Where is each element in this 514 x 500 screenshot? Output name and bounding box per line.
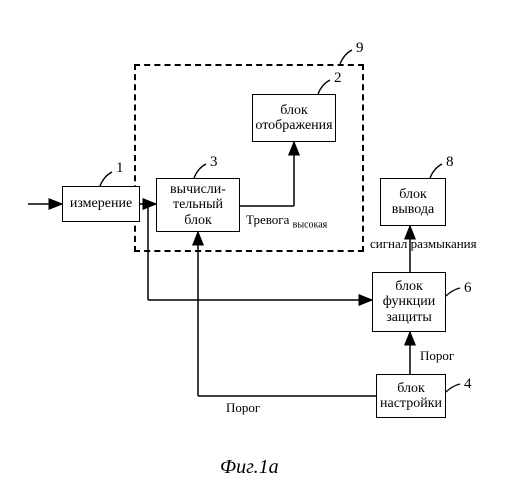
ref-4: 4 bbox=[464, 376, 472, 393]
box-label: блоквывода bbox=[392, 187, 434, 218]
diagram-canvas: измерение вычисли-тельныйблок блокотобра… bbox=[0, 0, 514, 500]
ref-2: 2 bbox=[334, 70, 342, 87]
box-measurement: измерение bbox=[62, 186, 140, 222]
ref-1: 1 bbox=[116, 160, 124, 177]
ref-8: 8 bbox=[446, 154, 454, 171]
ref-3: 3 bbox=[210, 154, 218, 171]
box-label: блокотображения bbox=[255, 103, 332, 134]
figure-caption: Фиг.1a bbox=[220, 456, 279, 479]
label-alarm: Тревога высокая bbox=[246, 212, 327, 231]
box-label: измерение bbox=[70, 196, 132, 211]
label-threshold-1: Порог bbox=[420, 348, 454, 364]
box-settings: блокнастройки bbox=[376, 374, 446, 418]
label-open-signal: сигнал размыкания bbox=[370, 236, 477, 252]
box-display: блокотображения bbox=[252, 94, 336, 142]
box-label: блокнастройки bbox=[380, 381, 442, 412]
ref-6: 6 bbox=[464, 280, 472, 297]
box-output: блоквывода bbox=[380, 178, 446, 226]
box-label: вычисли-тельныйблок bbox=[170, 182, 226, 228]
box-compute: вычисли-тельныйблок bbox=[156, 178, 240, 232]
box-protection: блокфункциизащиты bbox=[372, 272, 446, 332]
ref-9: 9 bbox=[356, 40, 364, 57]
box-label: блокфункциизащиты bbox=[383, 279, 436, 325]
label-threshold-2: Порог bbox=[226, 400, 260, 416]
